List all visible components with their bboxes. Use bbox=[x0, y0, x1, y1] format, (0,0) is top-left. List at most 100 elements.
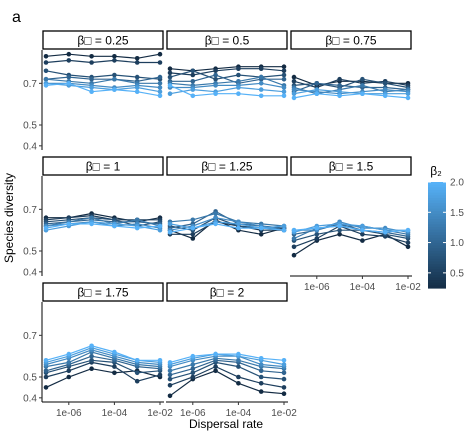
series-line bbox=[45, 53, 161, 59]
legend-gradient-step bbox=[428, 253, 446, 257]
data-point bbox=[291, 244, 297, 250]
data-point bbox=[167, 230, 173, 235]
data-point bbox=[190, 366, 196, 372]
data-point bbox=[258, 87, 264, 92]
data-point bbox=[382, 230, 388, 235]
data-point bbox=[258, 93, 264, 99]
facet-strip bbox=[42, 156, 164, 176]
data-point bbox=[314, 81, 320, 86]
data-point bbox=[213, 76, 218, 82]
data-point bbox=[360, 223, 365, 229]
legend-title: β₂ bbox=[430, 164, 442, 178]
x-tick-label: 1e-02 bbox=[395, 282, 421, 293]
data-point bbox=[167, 221, 173, 227]
data-point bbox=[258, 389, 264, 394]
data-point bbox=[157, 223, 163, 229]
legend-gradient-step bbox=[428, 221, 446, 225]
data-point bbox=[43, 83, 49, 88]
series-line bbox=[169, 219, 285, 240]
x-tick-label: 1e-04 bbox=[226, 408, 252, 419]
facet-strip-label: β□ = 1.5 bbox=[329, 160, 374, 174]
y-axis-title: Species diversity bbox=[2, 173, 16, 263]
series-line bbox=[170, 82, 285, 89]
data-point bbox=[337, 89, 342, 94]
legend-gradient-step bbox=[428, 277, 446, 281]
facet-strip-label: β□ = 0.5 bbox=[205, 34, 250, 48]
data-point bbox=[89, 215, 94, 220]
data-point bbox=[167, 70, 173, 76]
data-point bbox=[167, 74, 173, 80]
data-point bbox=[66, 81, 72, 86]
data-point bbox=[281, 358, 287, 363]
series-line bbox=[293, 225, 409, 233]
series-line bbox=[45, 82, 161, 93]
data-point bbox=[360, 238, 365, 243]
series-line bbox=[293, 223, 409, 237]
data-point bbox=[157, 227, 163, 233]
series-line bbox=[293, 223, 408, 233]
facet-panel: β□ = 1.5 1e-06 1e-04 1e-02 bbox=[290, 156, 421, 293]
data-point bbox=[281, 370, 287, 376]
data-point bbox=[281, 89, 287, 94]
data-point bbox=[43, 358, 49, 363]
data-point bbox=[190, 370, 196, 376]
series-line bbox=[169, 212, 285, 227]
data-point bbox=[89, 85, 94, 90]
data-point bbox=[134, 85, 140, 90]
y-tick-label: 0.5 bbox=[23, 373, 37, 384]
data-point bbox=[258, 356, 264, 361]
data-point bbox=[134, 225, 140, 231]
series-line bbox=[293, 84, 409, 95]
data-point bbox=[236, 72, 241, 78]
data-point bbox=[66, 74, 72, 80]
legend-gradient-step bbox=[428, 280, 446, 284]
data-point bbox=[258, 368, 264, 374]
data-point bbox=[134, 217, 140, 223]
x-axis-title: Dispersal rate bbox=[189, 417, 263, 431]
data-point bbox=[236, 66, 241, 71]
legend-tick-label: 1.0 bbox=[450, 238, 464, 249]
data-point bbox=[360, 232, 365, 237]
series-line bbox=[170, 221, 284, 235]
data-point bbox=[43, 76, 49, 82]
data-point bbox=[360, 227, 365, 233]
data-point bbox=[134, 378, 140, 384]
series-line bbox=[169, 76, 285, 87]
data-point bbox=[89, 358, 94, 363]
data-point bbox=[213, 368, 218, 374]
legend-gradient-step bbox=[428, 227, 446, 231]
data-point bbox=[405, 95, 411, 101]
data-point bbox=[213, 364, 218, 369]
data-point bbox=[360, 83, 365, 88]
series-line bbox=[293, 88, 408, 95]
data-point bbox=[405, 244, 411, 250]
data-point bbox=[134, 74, 140, 80]
series-line bbox=[45, 345, 160, 361]
data-point bbox=[89, 366, 94, 372]
data-point bbox=[291, 227, 297, 233]
legend-gradient-step bbox=[428, 256, 446, 260]
data-point bbox=[43, 68, 49, 74]
y-tick-label: 0.5 bbox=[23, 121, 37, 132]
series-line bbox=[169, 357, 285, 372]
data-point bbox=[89, 60, 94, 65]
color-legend: β₂ 0.5 1.0 1.5 2.0 bbox=[428, 164, 464, 289]
facet-strip-label: β□ = 1.75 bbox=[77, 286, 129, 300]
data-point bbox=[167, 83, 173, 88]
legend-gradient-step bbox=[428, 242, 446, 247]
data-point bbox=[236, 374, 241, 380]
data-point bbox=[314, 87, 320, 92]
data-point bbox=[167, 66, 173, 71]
data-point bbox=[314, 232, 320, 237]
data-point bbox=[112, 349, 117, 355]
data-point bbox=[157, 93, 163, 99]
data-point bbox=[190, 79, 196, 84]
legend-gradient-step bbox=[428, 203, 446, 207]
data-point bbox=[281, 223, 287, 229]
data-point bbox=[157, 372, 163, 378]
legend-gradient-step bbox=[428, 208, 446, 212]
data-point bbox=[291, 74, 297, 80]
data-point bbox=[337, 76, 342, 82]
facet-strip bbox=[290, 30, 412, 50]
data-point bbox=[213, 351, 218, 357]
